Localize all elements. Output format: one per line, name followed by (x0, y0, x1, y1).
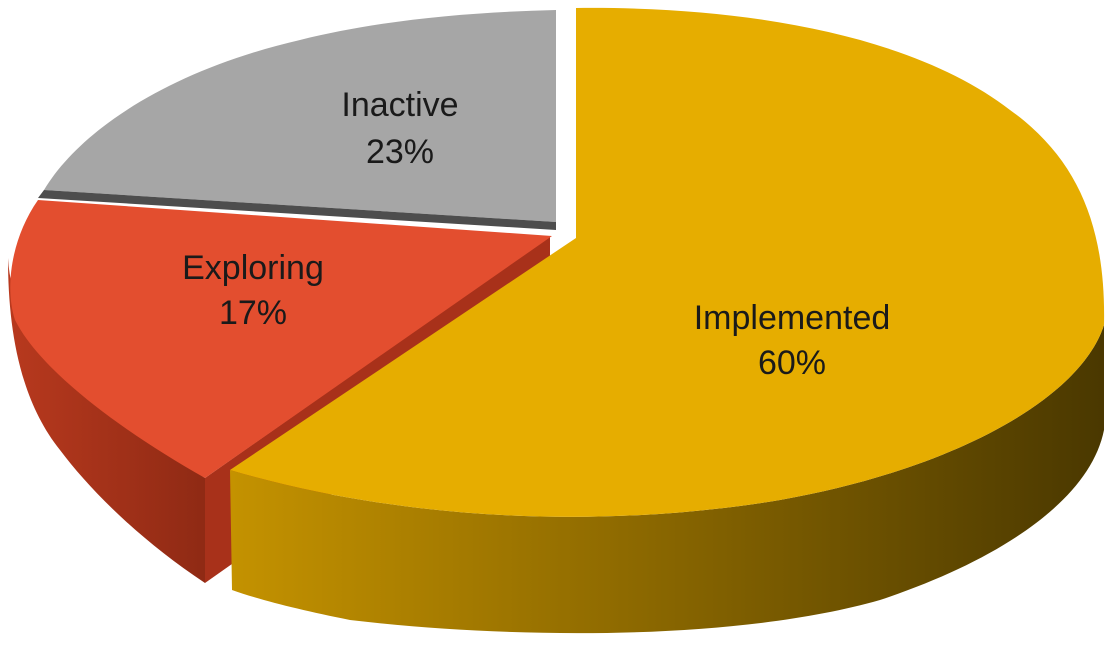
slice-label-implemented: Implemented (694, 299, 891, 337)
slice-top-implemented (230, 7, 1105, 517)
slice-value-inactive: 23% (366, 133, 434, 171)
slice-value-implemented: 60% (758, 344, 826, 382)
slice-side-exploring (8, 258, 205, 583)
slice-top-exploring (10, 200, 552, 478)
slice-label-exploring: Exploring (182, 249, 324, 287)
slice-value-exploring: 17% (219, 294, 287, 332)
slice-edge-inactive (38, 190, 556, 230)
slice-label-inactive: Inactive (341, 86, 458, 124)
slice-top-inactive (44, 10, 556, 222)
slice-side-implemented (230, 325, 1104, 634)
